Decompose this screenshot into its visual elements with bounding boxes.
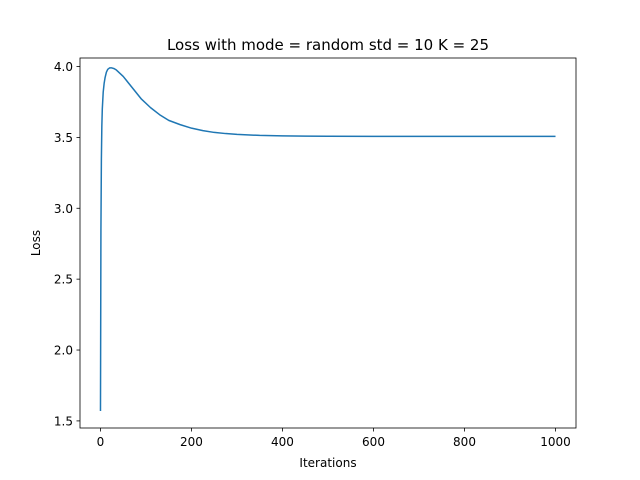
axes-frame [79, 57, 577, 429]
x-tick-label: 200 [180, 435, 203, 449]
y-tick-label: 3.5 [54, 131, 73, 145]
series-line-0 [99, 67, 556, 411]
x-axis-title: Iterations [299, 456, 356, 470]
chart-title: Loss with mode = random std = 10 K = 25 [167, 36, 489, 54]
y-axis-title: Loss [29, 230, 43, 256]
x-tick-label: 400 [271, 435, 294, 449]
y-tick-label: 2.5 [54, 273, 73, 287]
y-tick-label: 3.0 [54, 202, 73, 216]
y-tick-label: 1.5 [54, 414, 73, 428]
plot-area: 0 200 400 600 800 1000 1.5 2.0 2.5 3.0 3.5 4.0 [54, 57, 577, 449]
x-tick-label: 600 [362, 435, 385, 449]
x-tick-label: 800 [453, 435, 476, 449]
x-tick-label: 0 [97, 435, 105, 449]
y-tick-label: 4.0 [54, 60, 73, 74]
y-tick-label: 2.0 [54, 344, 73, 358]
x-tick-label: 1000 [540, 435, 571, 449]
